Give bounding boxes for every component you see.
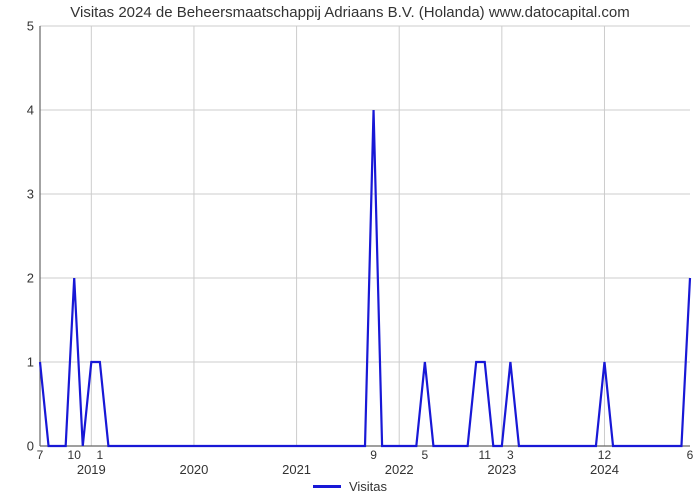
x-year-label: 2020 [179,462,208,477]
x-year-label: 2023 [487,462,516,477]
peak-value-label: 5 [422,448,429,462]
y-tick-label: 0 [4,439,34,454]
peak-value-label: 6 [687,448,694,462]
x-year-label: 2019 [77,462,106,477]
y-tick-label: 1 [4,355,34,370]
y-tick-label: 4 [4,103,34,118]
y-tick-label: 5 [4,19,34,34]
peak-value-label: 9 [370,448,377,462]
legend-swatch [313,485,341,488]
x-year-label: 2024 [590,462,619,477]
chart-plot-svg [0,0,700,500]
peak-value-label: 11 [479,448,491,462]
x-year-label: 2021 [282,462,311,477]
x-year-label: 2022 [385,462,414,477]
peak-value-label: 10 [68,448,81,462]
legend-label: Visitas [349,479,387,494]
chart-legend: Visitas [0,478,700,494]
y-tick-label: 3 [4,187,34,202]
chart-container: { "chart": { "type": "line", "title": "V… [0,0,700,500]
peak-value-label: 1 [97,448,104,462]
peak-value-label: 12 [598,448,611,462]
peak-value-label: 7 [37,448,44,462]
y-tick-label: 2 [4,271,34,286]
peak-value-label: 3 [507,448,514,462]
